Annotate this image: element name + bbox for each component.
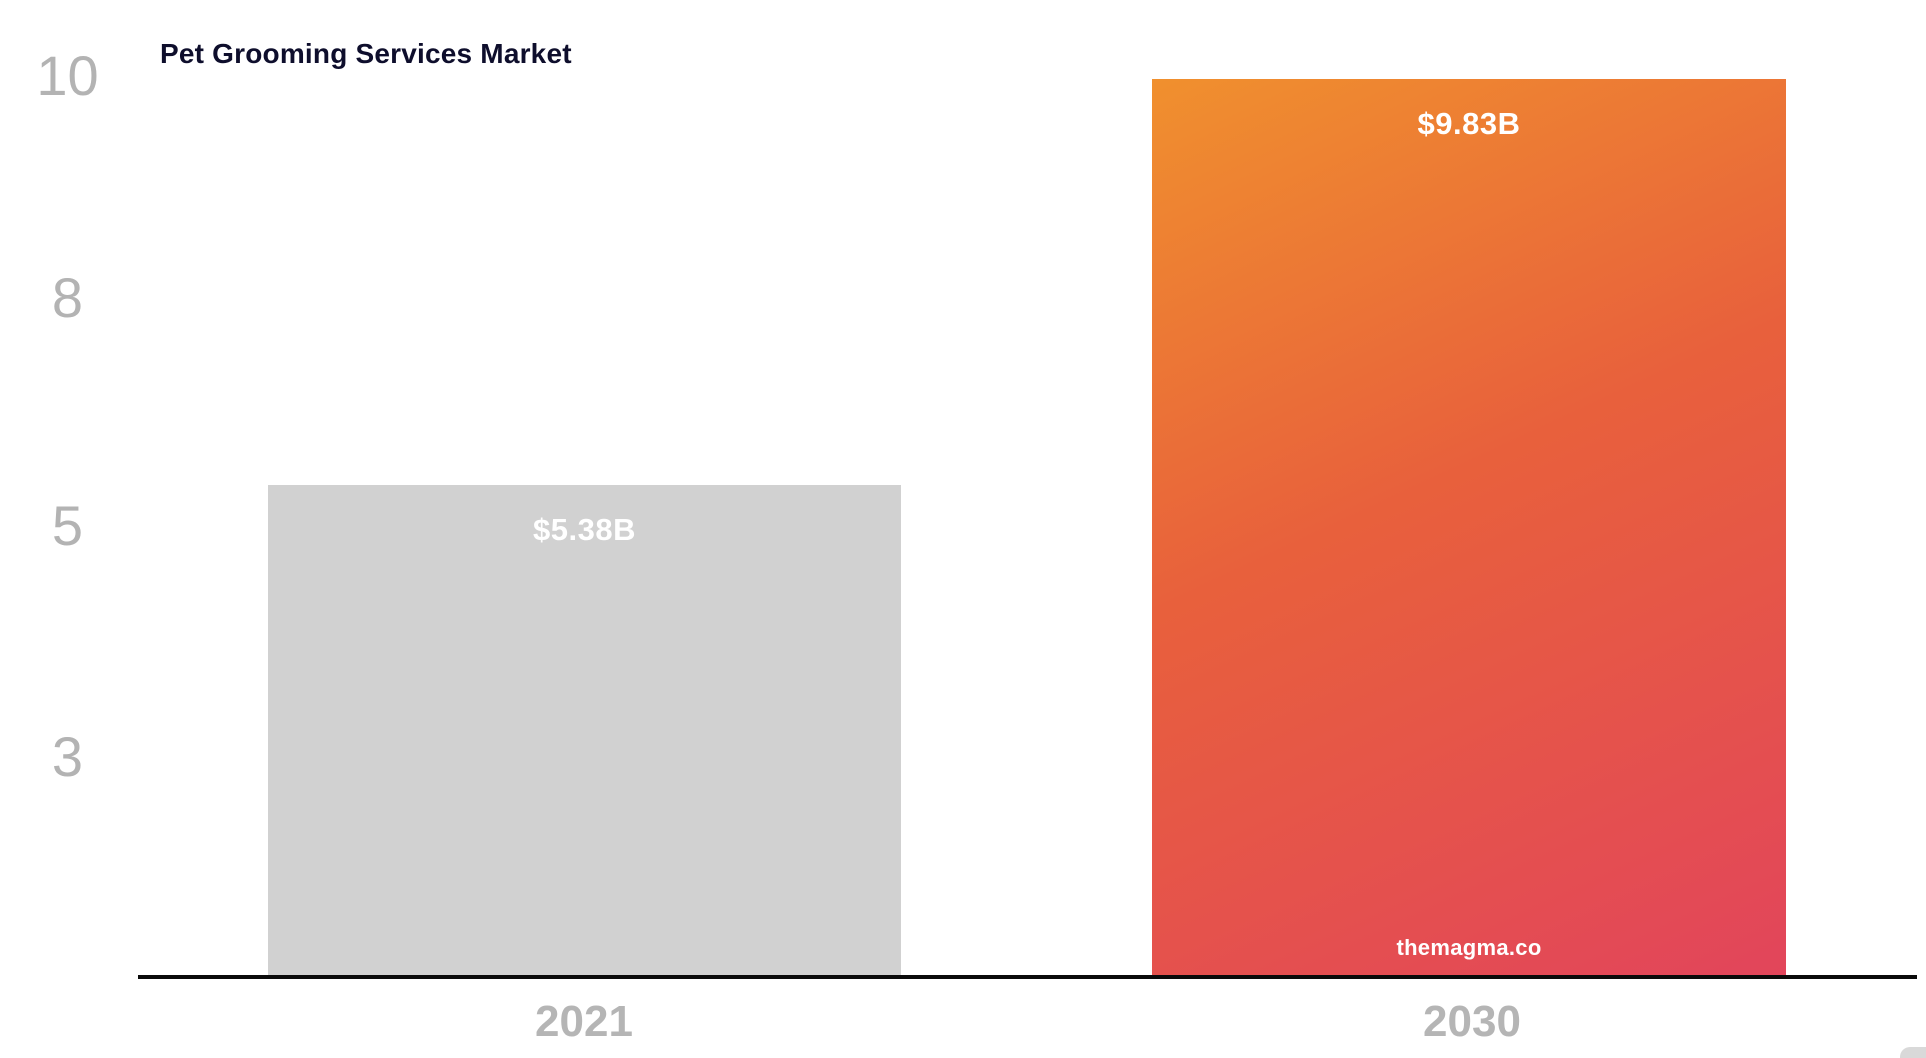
y-axis-tick-label-5: 5 — [51, 494, 84, 557]
watermark-text: themagma.co — [1396, 935, 1542, 960]
y-axis-tick-label-8: 8 — [51, 266, 84, 329]
y-axis-tick-label-3: 3 — [51, 725, 84, 788]
y-axis-tick-label-10: 10 — [36, 44, 99, 107]
bar-2021: $5.38B — [268, 485, 901, 975]
bar-2030: $9.83B themagma.co — [1152, 79, 1786, 975]
x-axis-label-2021: 2021 — [535, 997, 633, 1046]
bar-2030-value-label: $9.83B — [1417, 106, 1521, 141]
x-axis-line — [138, 975, 1917, 979]
chart-title: Pet Grooming Services Market — [160, 38, 572, 69]
corner-decoration — [1900, 1047, 1926, 1058]
bar-2021-value-label: $5.38B — [533, 512, 636, 547]
x-axis-label-2030: 2030 — [1423, 997, 1521, 1046]
